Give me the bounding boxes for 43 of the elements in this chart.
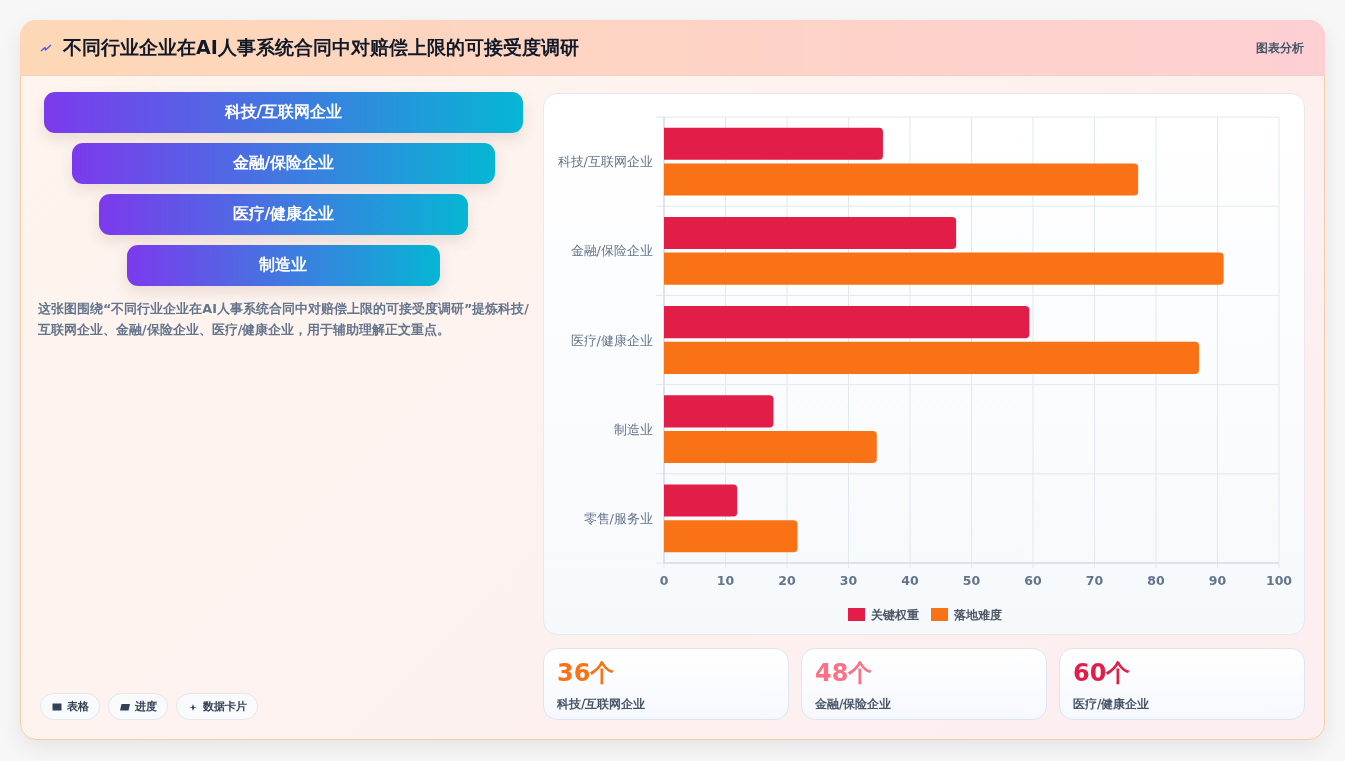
category-label: 科技/互联网企业 xyxy=(224,102,343,123)
category-label: 医疗/健康企业 xyxy=(232,204,335,225)
x-tick-label: 100 xyxy=(1265,573,1293,588)
text: 48个 xyxy=(815,659,873,687)
legend-label: 落地难度 xyxy=(953,608,1002,622)
text: 不同行业企业在AI人事系统合同中对赔偿上限的可接受度调研 xyxy=(63,35,579,60)
category-label: 医疗/健康企业 xyxy=(1073,697,1150,711)
bar xyxy=(664,163,1139,196)
bar xyxy=(664,216,957,250)
x-tick-label: 20 xyxy=(778,573,796,588)
text: 36个 xyxy=(557,659,615,687)
y-tick-label: 科技/互联网企业 xyxy=(557,154,653,170)
x-tick-label: 0 xyxy=(659,573,669,588)
category-label: 进度 xyxy=(135,699,157,714)
x-tick-label: 80 xyxy=(1147,573,1165,588)
bar xyxy=(664,520,798,553)
bar xyxy=(664,127,883,160)
category-label: 金融/保险企业 xyxy=(815,697,892,711)
y-tick-label: 零售/服务业 xyxy=(583,510,653,526)
category-label: 制造业 xyxy=(259,255,308,276)
x-tick-label: 10 xyxy=(716,573,735,588)
text: 图表分析 xyxy=(1256,39,1304,57)
bar xyxy=(664,484,738,517)
x-tick-label: 30 xyxy=(839,573,858,588)
legend-label: 关键权重 xyxy=(870,608,919,622)
text: 60个 xyxy=(1073,659,1131,687)
x-tick-label: 60 xyxy=(1024,573,1042,588)
text: 这张图围绕“不同行业企业在AI人事系统合同中对赔偿上限的可接受度调研”提炼科技/互联网企业、金融/保险企业、医疗/健康企业，用于辅助理解正文重点。 xyxy=(38,300,530,339)
bar xyxy=(664,395,774,428)
x-tick-label: 70 xyxy=(1085,573,1104,588)
category-label: 数据卡片 xyxy=(203,699,247,714)
y-tick-label: 医疗/健康企业 xyxy=(570,332,653,348)
category-label: 表格 xyxy=(67,699,89,714)
bar xyxy=(664,252,1224,285)
x-tick-label: 90 xyxy=(1208,573,1227,588)
bar xyxy=(664,341,1200,374)
y-tick-label: 制造业 xyxy=(614,421,653,437)
category-label: 金融/保险企业 xyxy=(232,153,335,174)
x-tick-label: 40 xyxy=(901,573,919,588)
x-tick-label: 50 xyxy=(962,573,981,588)
bar xyxy=(664,430,877,464)
bar xyxy=(664,306,1030,339)
y-tick-label: 金融/保险企业 xyxy=(570,243,653,259)
